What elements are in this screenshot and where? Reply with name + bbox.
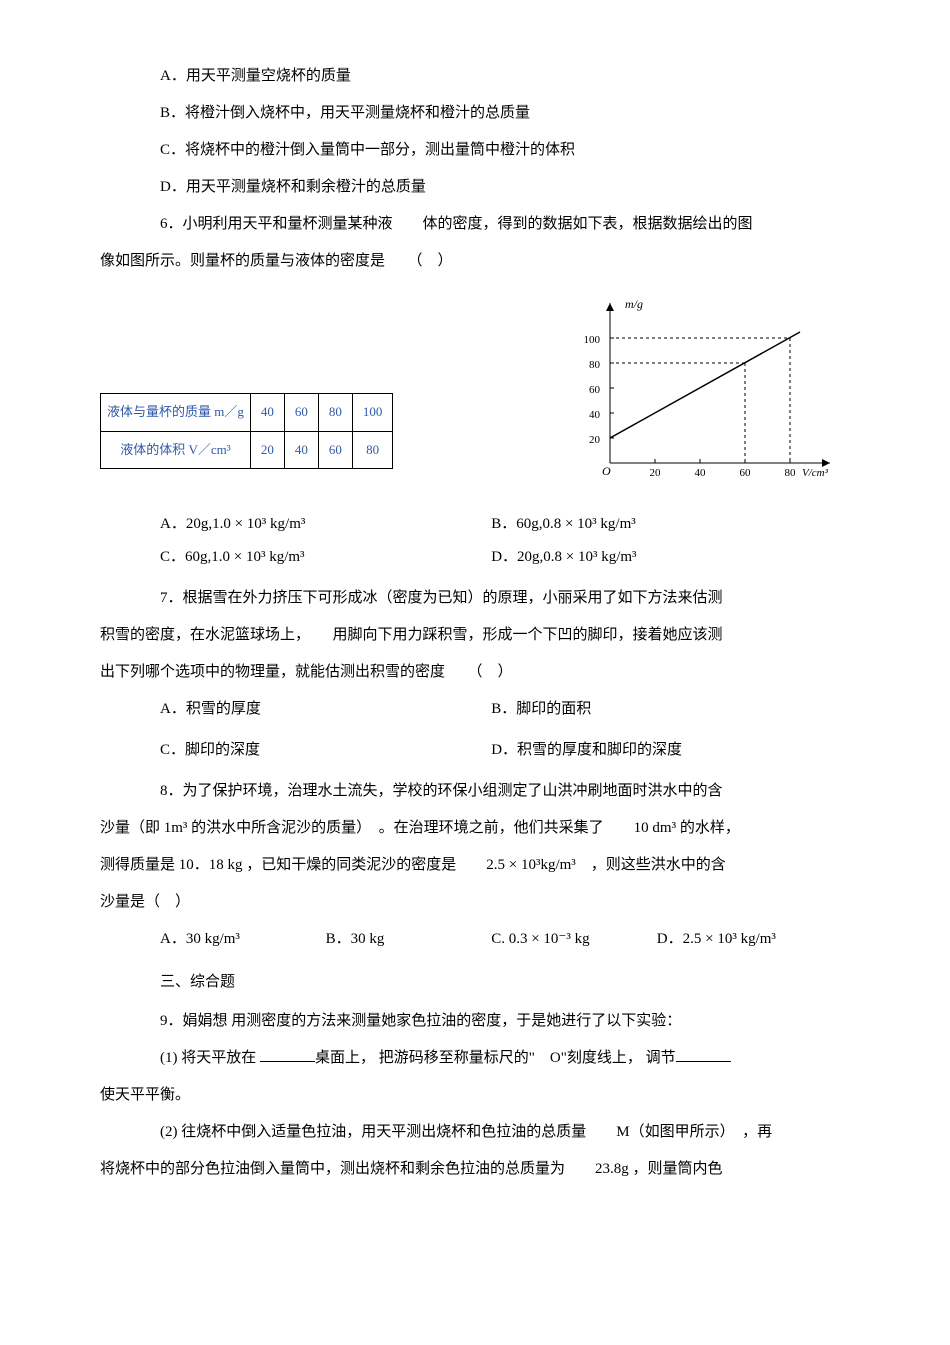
- q7-opt-a: A．积雪的厚度: [160, 693, 491, 726]
- q7-options-1: A．积雪的厚度 B．脚印的面积: [100, 693, 850, 726]
- q7-opt-c: C．脚印的深度: [160, 734, 491, 767]
- q5-option-c: C．将烧杯中的橙汁倒入量筒中一部分，测出量筒中橙汁的体积: [100, 134, 850, 167]
- q8-stem-3: 测得质量是 10．18 kg ，已知干燥的同类泥沙的密度是 2.5 × 10³k…: [100, 849, 850, 882]
- q7-opt-b: B．脚印的面积: [491, 693, 822, 726]
- q5-option-d: D．用天平测量烧杯和剩余橙汁的总质量: [100, 171, 850, 204]
- q7-stem-3: 出下列哪个选项中的物理量，就能估测出积雪的密度 （ ）: [100, 656, 850, 689]
- q7-opt-d: D．积雪的厚度和脚印的深度: [491, 734, 822, 767]
- q9-p2: (2) 往烧杯中倒入适量色拉油，用天平测出烧杯和色拉油的总质量 M（如图甲所示）…: [100, 1116, 850, 1149]
- table-cell: 100: [352, 394, 393, 432]
- q9-p2b: 将烧杯中的部分色拉油倒入量筒中，测出烧杯和剩余色拉油的总质量为 23.8g ，则…: [100, 1153, 850, 1186]
- q8-opt-a: A．30 kg/m³: [160, 923, 326, 956]
- table-row2-label: 液体的体积 V／cm³: [101, 431, 251, 469]
- q8-options: A．30 kg/m³ B．30 kg C. 0.3 × 10⁻³ kg D．2.…: [100, 923, 850, 956]
- q6-options: A．20g,1.0 × 10³ kg/m³ B．60g,0.8 × 10³ kg…: [100, 508, 850, 574]
- table-cell: 60: [318, 431, 352, 469]
- q6-opt-b: B．60g,0.8 × 10³ kg/m³: [491, 508, 822, 541]
- table-cell: 40: [250, 394, 284, 432]
- q6-opt-c: C．60g,1.0 × 10³ kg/m³: [160, 541, 491, 574]
- q7-stem-1: 7．根据雪在外力挤压下可形成冰（密度为已知）的原理，小丽采用了如下方法来估测: [100, 582, 850, 615]
- svg-text:40: 40: [589, 409, 601, 421]
- q8-opt-d: D．2.5 × 10³ kg/m³: [657, 923, 823, 956]
- blank-2: [676, 1047, 731, 1062]
- q6-stem-1: 6．小明利用天平和量杯测量某种液 体的密度，得到的数据如下表，根据数据绘出的图: [100, 208, 850, 241]
- q5-option-b: B．将橙汁倒入烧杯中，用天平测量烧杯和橙汁的总质量: [100, 97, 850, 130]
- svg-text:60: 60: [740, 467, 752, 479]
- q9-p1b: 桌面上， 把游码移至称量标尺的" O"刻度线上， 调节: [315, 1050, 676, 1066]
- table-cell: 20: [250, 431, 284, 469]
- q9-stem: 9．娟娟想 用测密度的方法来测量她家色拉油的密度，于是她进行了以下实验：: [100, 1005, 850, 1038]
- q5-option-a: A．用天平测量空烧杯的质量: [100, 60, 850, 93]
- table-cell: 60: [284, 394, 318, 432]
- svg-text:100: 100: [584, 334, 601, 346]
- svg-text:80: 80: [589, 359, 601, 371]
- table-cell: 80: [318, 394, 352, 432]
- q6-figure-block: 液体与量杯的质量 m／g 40 60 80 100 液体的体积 V／cm³ 20…: [100, 293, 850, 493]
- q7-options-2: C．脚印的深度 D．积雪的厚度和脚印的深度: [100, 734, 850, 767]
- blank-1: [260, 1047, 315, 1062]
- svg-text:60: 60: [589, 384, 601, 396]
- q9-p1a: (1) 将天平放在: [160, 1050, 260, 1066]
- q9-p1c: 使天平平衡。: [100, 1079, 850, 1112]
- table-cell: 80: [352, 431, 393, 469]
- svg-text:20: 20: [589, 434, 601, 446]
- svg-text:V/cm³: V/cm³: [802, 467, 829, 479]
- svg-text:80: 80: [785, 467, 797, 479]
- q6-chart: 20 40 60 80 100 20 40 60 80 O m/g V/cm³: [570, 293, 850, 493]
- q6-data-table: 液体与量杯的质量 m／g 40 60 80 100 液体的体积 V／cm³ 20…: [100, 393, 393, 469]
- svg-text:20: 20: [650, 467, 662, 479]
- q8-stem-4: 沙量是（ ）: [100, 886, 850, 919]
- q6-opt-d: D．20g,0.8 × 10³ kg/m³: [491, 541, 822, 574]
- q8-stem-2: 沙量（即 1m³ 的洪水中所含泥沙的质量） 。在治理环境之前，他们共采集了 10…: [100, 812, 850, 845]
- q6-opt-a: A．20g,1.0 × 10³ kg/m³: [160, 508, 491, 541]
- q6-stem-2: 像如图所示。则量杯的质量与液体的密度是 （ ）: [100, 245, 850, 278]
- q7-stem-2: 积雪的密度，在水泥篮球场上， 用脚向下用力踩积雪，形成一个下凹的脚印，接着她应该…: [100, 619, 850, 652]
- table-row1-label: 液体与量杯的质量 m／g: [101, 394, 251, 432]
- section-3-title: 三、综合题: [100, 966, 850, 999]
- q8-opt-c: C. 0.3 × 10⁻³ kg: [491, 923, 657, 956]
- svg-text:O: O: [602, 464, 611, 478]
- q9-p1: (1) 将天平放在 桌面上， 把游码移至称量标尺的" O"刻度线上， 调节: [100, 1042, 850, 1075]
- svg-text:40: 40: [695, 467, 707, 479]
- table-cell: 40: [284, 431, 318, 469]
- q8-opt-b: B．30 kg: [326, 923, 492, 956]
- svg-text:m/g: m/g: [625, 297, 643, 311]
- q8-stem-1: 8．为了保护环境，治理水土流失，学校的环保小组测定了山洪冲刷地面时洪水中的含: [100, 775, 850, 808]
